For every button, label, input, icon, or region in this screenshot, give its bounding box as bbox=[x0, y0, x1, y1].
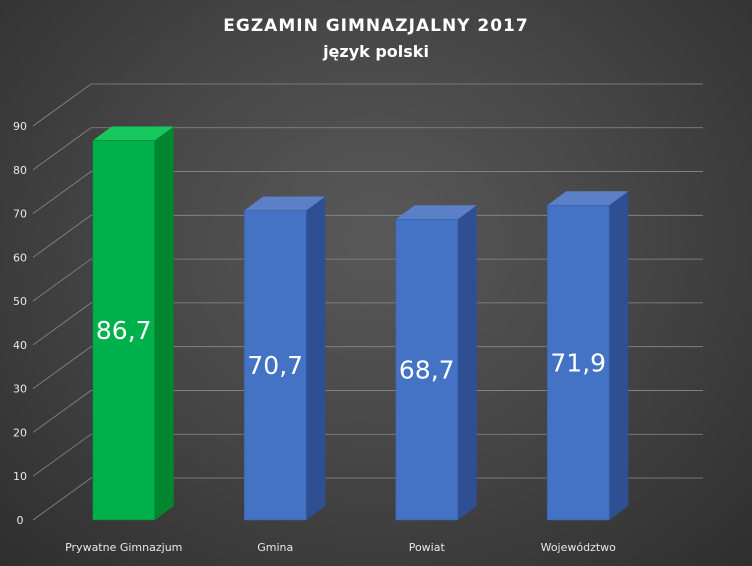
bar-side bbox=[457, 205, 477, 520]
bar: 86,7 bbox=[92, 126, 174, 521]
bar-top bbox=[547, 191, 629, 206]
bar-side bbox=[154, 126, 174, 521]
x-tick-label: Gmina bbox=[257, 541, 293, 554]
gridline bbox=[32, 214, 703, 258]
gridline bbox=[32, 346, 703, 389]
y-axis-ticks: 0 10 20 30 40 50 60 70 80 90 bbox=[13, 120, 27, 527]
y-tick-label: 10 bbox=[13, 470, 27, 483]
bar-top bbox=[395, 205, 477, 220]
data-label: 68,7 bbox=[399, 356, 455, 385]
x-tick-label: Województwo bbox=[541, 541, 617, 554]
gridline bbox=[32, 477, 703, 521]
data-label: 70,7 bbox=[247, 351, 303, 380]
bar-front bbox=[395, 218, 459, 521]
gridline bbox=[32, 433, 703, 477]
y-tick-label: 40 bbox=[13, 339, 27, 352]
bars: 86,7 70,7 68,7 71,9 bbox=[92, 126, 629, 521]
gridlines bbox=[32, 83, 703, 521]
bar-front bbox=[243, 210, 307, 521]
bar: 68,7 bbox=[395, 205, 477, 521]
chart-title: EGZAMIN GIMNAZJALNY 2017 bbox=[223, 16, 528, 36]
bar: 71,9 bbox=[546, 191, 629, 521]
x-tick-label: Prywatne Gimnazjum bbox=[65, 541, 182, 554]
bar-top bbox=[92, 126, 174, 141]
x-axis-labels: Prywatne Gimnazjum Gmina Powiat Województwo bbox=[65, 541, 616, 554]
x-tick-label: Powiat bbox=[409, 541, 446, 554]
y-tick-label: 0 bbox=[17, 514, 24, 527]
bar-front bbox=[546, 204, 610, 521]
y-tick-label: 90 bbox=[13, 120, 27, 133]
y-tick-label: 50 bbox=[13, 295, 27, 308]
data-label: 71,9 bbox=[550, 349, 606, 378]
gridline bbox=[32, 127, 703, 171]
bar: 70,7 bbox=[243, 196, 326, 521]
bar-side bbox=[609, 191, 629, 520]
y-tick-label: 20 bbox=[13, 426, 27, 439]
y-tick-label: 30 bbox=[13, 383, 27, 396]
bar-side bbox=[306, 196, 326, 521]
gridline bbox=[32, 171, 703, 214]
bar-top bbox=[244, 196, 326, 211]
gridline bbox=[32, 258, 703, 302]
gridline bbox=[32, 302, 703, 346]
y-tick-label: 80 bbox=[13, 164, 27, 177]
gridline bbox=[32, 390, 703, 433]
bar-front bbox=[92, 140, 156, 521]
y-tick-label: 70 bbox=[13, 208, 27, 221]
chart-subtitle: język polski bbox=[322, 42, 429, 61]
gridline bbox=[32, 83, 703, 127]
y-tick-label: 60 bbox=[13, 251, 27, 264]
data-label: 86,7 bbox=[96, 316, 152, 345]
